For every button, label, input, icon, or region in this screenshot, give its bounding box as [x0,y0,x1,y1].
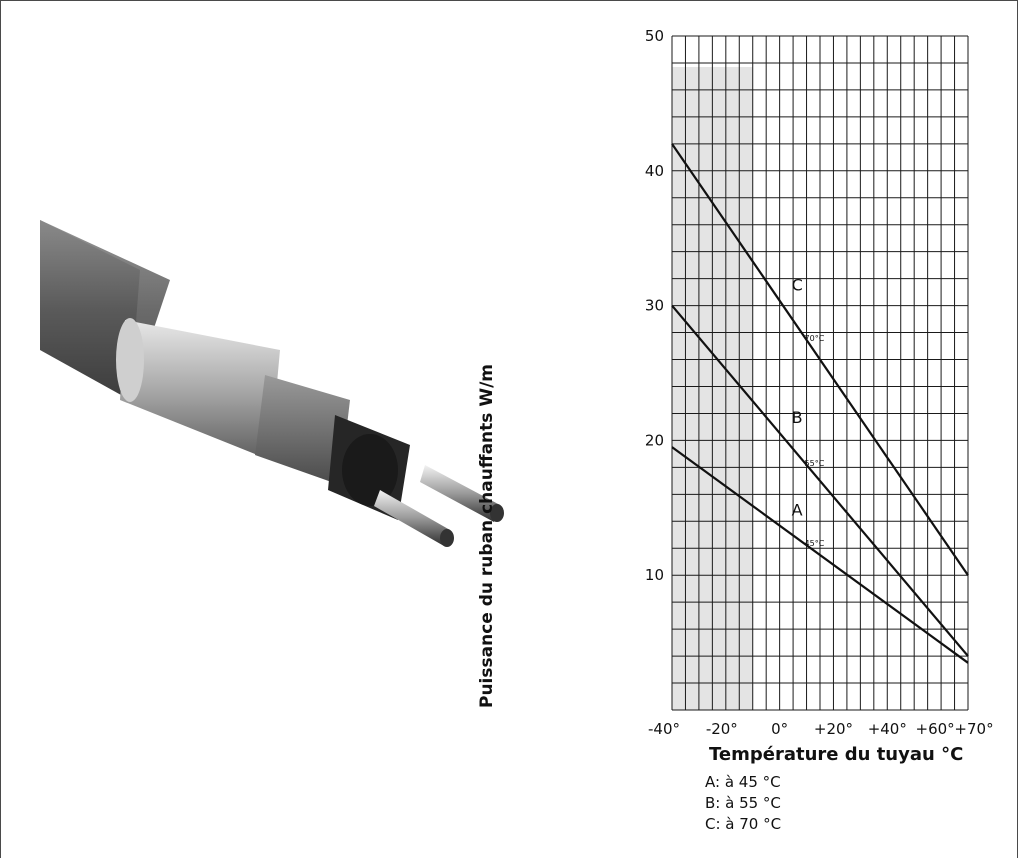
series-line-b [671,304,969,657]
curve-label-a: A [792,501,803,520]
x-tick-label: +70° [954,720,993,738]
x-tick-label: +60° [916,720,955,738]
curve-temp-label-b: 55°C [805,459,825,468]
legend-item-c: C: à 70 °C [705,815,782,833]
legend: A: à 45 °C B: à 55 °C C: à 70 °C [705,772,781,835]
curve-temp-label-c: 70°C [805,334,825,343]
y-tick-label: 10 [645,566,664,584]
curve-label-c: C [792,276,803,295]
y-tick-label: 40 [645,162,664,180]
curve-label-b: B [792,408,803,427]
y-tick-label: 20 [645,431,664,449]
x-tick-label: 0° [771,720,788,738]
y-axis-label: Puissance du ruban chauffants W/m [477,363,497,708]
chart-series [671,143,969,664]
x-axis-label: Température du tuyau °C [709,744,964,765]
y-tick-label: 30 [645,297,664,315]
legend-item-b: B: à 55 °C [705,794,781,812]
series-line-a [671,446,969,664]
x-tick-label: -40° [648,720,680,738]
chart-curve-labels: A 45°C B 55°C C 70°C [792,276,825,548]
curve-temp-label-a: 45°C [805,539,825,548]
chart-ticks: 10 20 30 40 50 -40° -20° 0° +20° +40° +60° +70° [645,27,994,738]
chart-grid [671,35,969,711]
x-tick-label: +20° [814,720,853,738]
heating-cable-photo [40,220,504,547]
legend-item-a: A: à 45 °C [705,773,781,791]
x-tick-label: -20° [706,720,738,738]
x-tick-label: +40° [868,720,907,738]
y-tick-label: 50 [645,27,664,45]
series-line-c [671,143,969,576]
